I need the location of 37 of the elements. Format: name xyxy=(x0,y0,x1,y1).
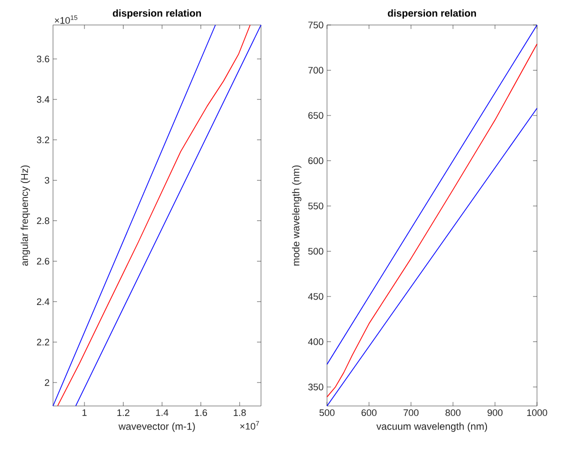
x-tick-label: 1 xyxy=(82,409,87,416)
y-tick-label: 2.6 xyxy=(36,258,50,265)
x-tick-label: 600 xyxy=(362,409,377,416)
chart-title: dispersion relation xyxy=(112,9,201,19)
y-tick-label: 2.4 xyxy=(36,298,50,305)
y-tick-label: 400 xyxy=(308,338,324,346)
y-axis-title: mode wavelength (nm) xyxy=(292,165,302,266)
x-tick-label: 1.6 xyxy=(195,409,208,416)
x-tick-label: 1.4 xyxy=(156,409,168,416)
y-tick-label: 3.4 xyxy=(36,96,50,103)
y-tick-label: 700 xyxy=(308,66,324,74)
x-tick-label: 700 xyxy=(404,409,419,416)
y-tick-label: 2.2 xyxy=(36,338,50,346)
x-tick-label: 800 xyxy=(446,409,461,416)
y-tick-label: 550 xyxy=(308,202,324,210)
y-tick-label: 650 xyxy=(308,112,324,119)
x-tick-label: 500 xyxy=(319,409,335,416)
y-tick-label: 3 xyxy=(44,176,50,184)
y-tick-label: 2 xyxy=(44,379,50,386)
x-tick-label: 900 xyxy=(488,409,503,416)
x-axis-title: vacuum wavelength (nm) xyxy=(376,422,488,432)
y-tick-label: 750 xyxy=(308,22,324,28)
text: ×10$^{15}$ xyxy=(54,15,78,24)
text: ×10$^{7}$ xyxy=(240,421,259,430)
y-tick-label: 2.8 xyxy=(36,217,50,224)
y-tick-label: 3.2 xyxy=(36,136,50,144)
y-axis-title: angular frequency (Hz) xyxy=(20,165,30,266)
y-tick-label: 500 xyxy=(308,248,324,255)
y-tick-label: 600 xyxy=(308,157,324,164)
y-tick-label: 450 xyxy=(308,293,324,300)
x-tick-label: 1000 xyxy=(527,409,548,416)
x-tick-label: 1.8 xyxy=(234,409,246,416)
x-tick-label: 1.2 xyxy=(117,409,130,416)
x-axis-title: wavevector (m-1) xyxy=(118,422,195,432)
y-tick-label: 3.6 xyxy=(36,56,50,62)
y-tick-label: 350 xyxy=(308,384,324,390)
chart-title: dispersion relation xyxy=(388,9,476,19)
